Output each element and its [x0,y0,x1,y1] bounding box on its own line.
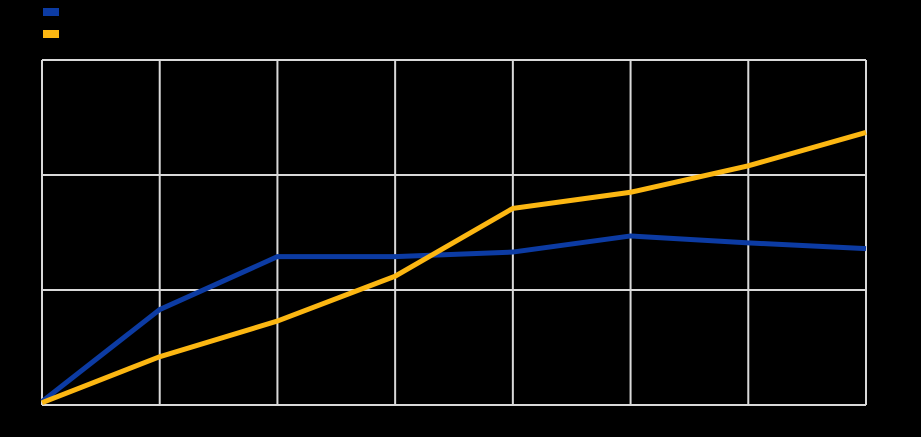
legend-swatch-blue-icon [43,8,59,16]
legend-swatch-yellow-icon [43,30,59,38]
chart-legend [43,5,65,49]
legend-item-blue-series [43,5,65,19]
series-line-blue [40,233,867,404]
series-line-yellow [41,130,867,406]
legend-item-yellow-series [43,27,65,41]
